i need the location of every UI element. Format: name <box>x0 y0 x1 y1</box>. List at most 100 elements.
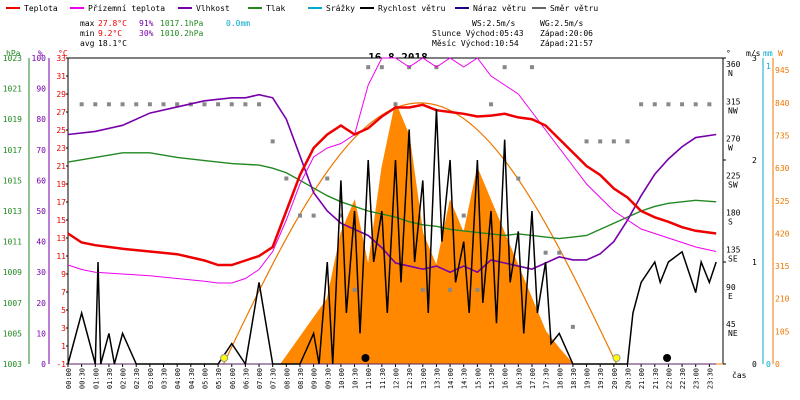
wind-dir-point <box>284 176 289 181</box>
tick-label-x: 03:30 <box>161 368 169 389</box>
tick-label-wind-dir: 45 <box>726 320 736 329</box>
tick-label-solar: 210 <box>775 295 790 304</box>
legend-label: Teplota <box>24 4 58 13</box>
tick-label-x: 17:00 <box>529 368 537 389</box>
wind-dir-point <box>516 176 521 181</box>
axis-unit-headers: hPa % °C ° m/s mm W <box>6 49 783 58</box>
tick-label-x: 22:00 <box>665 368 673 389</box>
wind-dir-point <box>625 139 630 144</box>
tick-label-solar: 420 <box>775 229 790 238</box>
tick-label-x: 02:00 <box>120 368 128 389</box>
tick-label-x: 20:00 <box>611 368 619 389</box>
tick-label-pressure: 1003 <box>3 360 22 369</box>
wind-dir-point <box>175 102 180 107</box>
tick-label-pressure: 1015 <box>3 176 22 185</box>
wind-dir-point <box>529 65 534 70</box>
tick-label-x: 18:30 <box>570 368 578 389</box>
wind-dir-point <box>338 213 343 218</box>
tick-label-humidity: 50 <box>36 207 46 216</box>
tick-label-x: 08:00 <box>283 368 291 389</box>
wind-dir-point <box>611 139 616 144</box>
wind-dir-point <box>147 102 152 107</box>
tick-label-pressure: 1007 <box>3 299 22 308</box>
unit-press: hPa <box>6 49 21 58</box>
stats-min-press: 1010.2hPa <box>160 29 204 38</box>
moonrise-marker <box>361 354 370 362</box>
tick-label-x: 03:00 <box>147 368 155 389</box>
tick-label-pressure: 1023 <box>3 54 22 63</box>
stats-max-press: 1017.1hPa <box>160 19 204 28</box>
tick-label-x: 22:30 <box>679 368 687 389</box>
tick-label-wind-speed: 1 <box>752 258 757 267</box>
wind-dir-point <box>652 102 657 107</box>
tick-label-x: 13:00 <box>420 368 428 389</box>
wind-dir-point <box>229 102 234 107</box>
sunset-marker <box>612 354 621 362</box>
info-wg: WG:2.5m/s <box>540 19 584 28</box>
stats-min-temp: 9.2°C <box>98 29 122 38</box>
tick-label-temperature: 17 <box>56 198 66 207</box>
tick-label-temperature: 21 <box>56 162 66 171</box>
tick-label-temperature: 31 <box>56 72 66 81</box>
tick-label-wind-dir-name: NW <box>728 106 738 115</box>
wind-dir-point <box>489 102 494 107</box>
tick-label-x: 14:00 <box>447 368 455 389</box>
tick-label-solar: 840 <box>775 99 790 108</box>
tick-label-temperature: 25 <box>56 126 66 135</box>
wind-dir-point <box>393 102 398 107</box>
tick-label-x: 05:00 <box>201 368 209 389</box>
tick-label-x: 06:00 <box>229 368 237 389</box>
legend-label: Vlhkost <box>196 4 230 13</box>
tick-label-x: 09:00 <box>311 368 319 389</box>
wind-dir-point <box>311 213 316 218</box>
moonset-marker <box>663 354 672 362</box>
tick-label-x: 01:00 <box>92 368 100 389</box>
tick-label-x: 10:00 <box>338 368 346 389</box>
tick-label-x: 14:30 <box>461 368 469 389</box>
tick-label-x: 20:30 <box>624 368 632 389</box>
tick-label-solar: 525 <box>775 197 790 206</box>
tick-label-temperature: 15 <box>56 216 66 225</box>
tick-label-x: 12:00 <box>393 368 401 389</box>
tick-label-x: 18:00 <box>556 368 564 389</box>
wind-dir-point <box>639 102 644 107</box>
wind-dir-point <box>325 176 330 181</box>
tick-label-wind-dir: 135 <box>726 246 741 255</box>
wind-dir-point <box>216 102 221 107</box>
tick-label-temperature: 9 <box>61 270 66 279</box>
wind-dir-point <box>243 102 248 107</box>
info-moon-set: Západ:21:57 <box>540 39 593 48</box>
tick-label-pressure: 1021 <box>3 85 22 94</box>
wind-dir-point <box>297 213 302 218</box>
tick-label-x: 00:30 <box>79 368 87 389</box>
wind-dir-point <box>106 102 111 107</box>
tick-label-solar: 630 <box>775 164 790 173</box>
tick-label-humidity: 30 <box>36 268 46 277</box>
sunrise-marker <box>220 354 229 362</box>
tick-label-pressure: 1009 <box>3 268 22 277</box>
tick-label-wind-dir-name: E <box>728 292 733 301</box>
wind-dir-point <box>680 102 685 107</box>
tick-label-pressure: 1017 <box>3 146 22 155</box>
stats-avg-label: avg <box>80 39 95 48</box>
tick-label-pressure: 1019 <box>3 115 22 124</box>
tick-label-wind-dir: 90 <box>726 283 736 292</box>
stats-min-label: min <box>80 29 95 38</box>
wind-dir-point <box>598 139 603 144</box>
stats-max-label: max <box>80 19 95 28</box>
unit-rain: mm <box>763 49 773 58</box>
tick-label-x: 05:30 <box>215 368 223 389</box>
plot-area: 1023102110191017101510131011100910071005… <box>3 54 790 389</box>
tick-label-solar: 735 <box>775 132 790 141</box>
tick-label-solar: 945 <box>775 66 790 75</box>
tick-label-x: 04:00 <box>174 368 182 389</box>
tick-label-wind-speed: 3 <box>752 54 757 63</box>
wind-dir-point <box>270 139 275 144</box>
tick-label-temperature: 27 <box>56 108 66 117</box>
tick-label-humidity: 0 <box>41 360 46 369</box>
wind-dir-point <box>543 250 548 255</box>
tick-label-humidity: 10 <box>36 329 46 338</box>
tick-label-x: 07:30 <box>270 368 278 389</box>
series-line-teplota <box>67 103 717 267</box>
